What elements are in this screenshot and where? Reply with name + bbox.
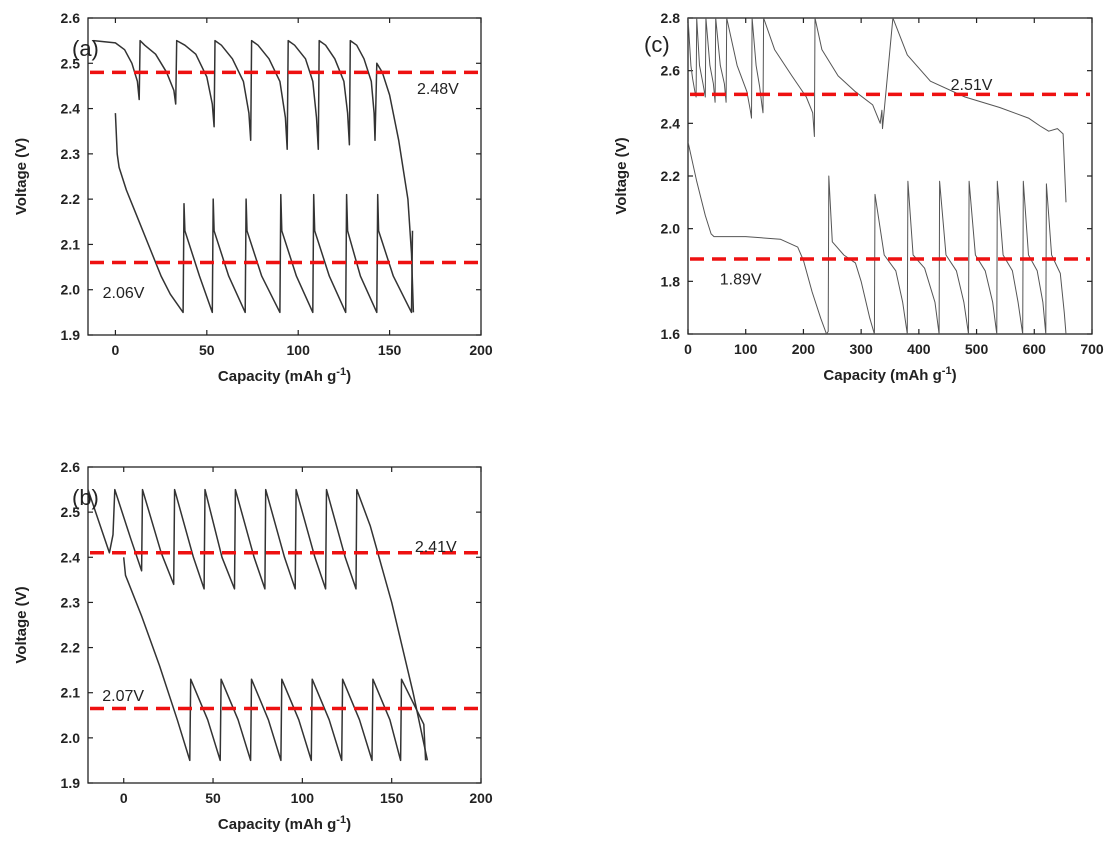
x-axis-title: Capacity (mAh g-1) bbox=[218, 366, 351, 385]
reference-line-label: 2.51V bbox=[951, 77, 993, 94]
x-tick-label: 600 bbox=[1023, 341, 1047, 357]
y-tick-label: 2.0 bbox=[661, 221, 681, 237]
y-tick-label: 1.8 bbox=[661, 273, 681, 289]
x-axis-title-superscript: -1 bbox=[336, 814, 346, 826]
x-tick-label: 150 bbox=[380, 790, 404, 806]
y-axis-title: Voltage (V) bbox=[613, 137, 630, 214]
x-tick-label: 300 bbox=[849, 341, 873, 357]
discharge-curve bbox=[122, 557, 427, 762]
y-tick-label: 2.3 bbox=[61, 146, 81, 162]
y-tick-label: 2.0 bbox=[61, 282, 81, 298]
reference-line-label: 2.06V bbox=[103, 285, 145, 302]
x-tick-label: 200 bbox=[469, 790, 493, 806]
x-axis-title-main: Capacity (mAh g bbox=[823, 367, 941, 384]
x-tick-label: 100 bbox=[287, 342, 311, 358]
y-tick-label: 2.6 bbox=[61, 10, 81, 26]
discharge-curve bbox=[114, 113, 414, 314]
discharge-curve bbox=[688, 141, 1067, 334]
panel-label: (c) bbox=[644, 32, 670, 57]
x-axis-title: Capacity (mAh g-1) bbox=[823, 365, 956, 384]
y-tick-label: 2.0 bbox=[61, 730, 81, 746]
y-tick-label: 2.4 bbox=[61, 101, 81, 117]
charge-curve bbox=[688, 18, 1067, 203]
chart-panel-c: 0 100 200 300 400 500 600 700 1.6 1.8 2.0 2.2 2.4 2.6… bbox=[613, 10, 1104, 384]
x-tick-label: 700 bbox=[1080, 341, 1104, 357]
x-tick-label: 500 bbox=[965, 341, 989, 357]
x-axis-title-main: Capacity (mAh g bbox=[218, 368, 336, 385]
x-tick-label: 0 bbox=[112, 342, 120, 358]
reference-line-label: 1.89V bbox=[720, 272, 762, 289]
plot-frame bbox=[87, 466, 482, 784]
y-tick-label: 2.3 bbox=[61, 594, 81, 610]
x-axis-title-end: ) bbox=[346, 816, 351, 833]
chart-panel-b: 0 50 100 150 200 1.9 2.0 2.1 2.2 2.3 2.4 2.5 2.6 Capa… bbox=[13, 459, 493, 833]
y-tick-label: 2.8 bbox=[661, 10, 681, 26]
y-tick-label: 1.6 bbox=[661, 326, 681, 342]
y-tick-label: 2.2 bbox=[61, 640, 81, 656]
x-axis-title-main: Capacity (mAh g bbox=[218, 816, 336, 833]
x-axis-title-end: ) bbox=[952, 367, 957, 384]
y-tick-label: 2.5 bbox=[61, 504, 81, 520]
y-tick-label: 2.2 bbox=[61, 191, 81, 207]
x-tick-label: 200 bbox=[469, 342, 493, 358]
y-tick-label: 2.4 bbox=[61, 549, 81, 565]
reference-line-label: 2.41V bbox=[415, 539, 457, 556]
x-axis-title-superscript: -1 bbox=[336, 366, 346, 378]
reference-line-label: 2.48V bbox=[417, 81, 459, 98]
chart-panel-a: 0 50 100 150 200 1.9 2.0 2.1 2.2 2.3 2.4 2.5 2.6 Capa… bbox=[13, 10, 493, 385]
y-tick-label: 1.9 bbox=[61, 775, 81, 791]
y-tick-label: 2.4 bbox=[661, 115, 681, 131]
y-tick-label: 2.1 bbox=[61, 685, 81, 701]
x-axis-title-superscript: -1 bbox=[942, 365, 952, 377]
panel-label: (a) bbox=[72, 36, 99, 61]
y-axis-title: Voltage (V) bbox=[13, 586, 30, 663]
y-tick-label: 2.1 bbox=[61, 236, 81, 252]
plot-frame bbox=[87, 17, 482, 336]
y-tick-label: 2.6 bbox=[661, 63, 681, 79]
charge-curve bbox=[88, 488, 429, 761]
y-tick-label: 2.2 bbox=[661, 168, 681, 184]
y-tick-label: 2.6 bbox=[61, 459, 81, 475]
x-tick-label: 50 bbox=[199, 342, 215, 358]
x-tick-label: 100 bbox=[291, 790, 315, 806]
panel-label: (b) bbox=[72, 485, 99, 510]
x-tick-label: 150 bbox=[378, 342, 402, 358]
x-tick-label: 0 bbox=[684, 341, 692, 357]
reference-line-label: 2.07V bbox=[102, 688, 144, 705]
y-tick-label: 1.9 bbox=[61, 327, 81, 343]
y-tick-label: 2.5 bbox=[61, 55, 81, 71]
charge-curve bbox=[93, 39, 415, 313]
x-tick-label: 0 bbox=[120, 790, 128, 806]
x-tick-label: 400 bbox=[907, 341, 931, 357]
x-tick-label: 50 bbox=[205, 790, 221, 806]
y-axis-title: Voltage (V) bbox=[13, 138, 30, 215]
x-tick-label: 200 bbox=[792, 341, 816, 357]
x-tick-label: 100 bbox=[734, 341, 758, 357]
x-axis-title-end: ) bbox=[346, 368, 351, 385]
x-axis-title: Capacity (mAh g-1) bbox=[218, 814, 351, 833]
